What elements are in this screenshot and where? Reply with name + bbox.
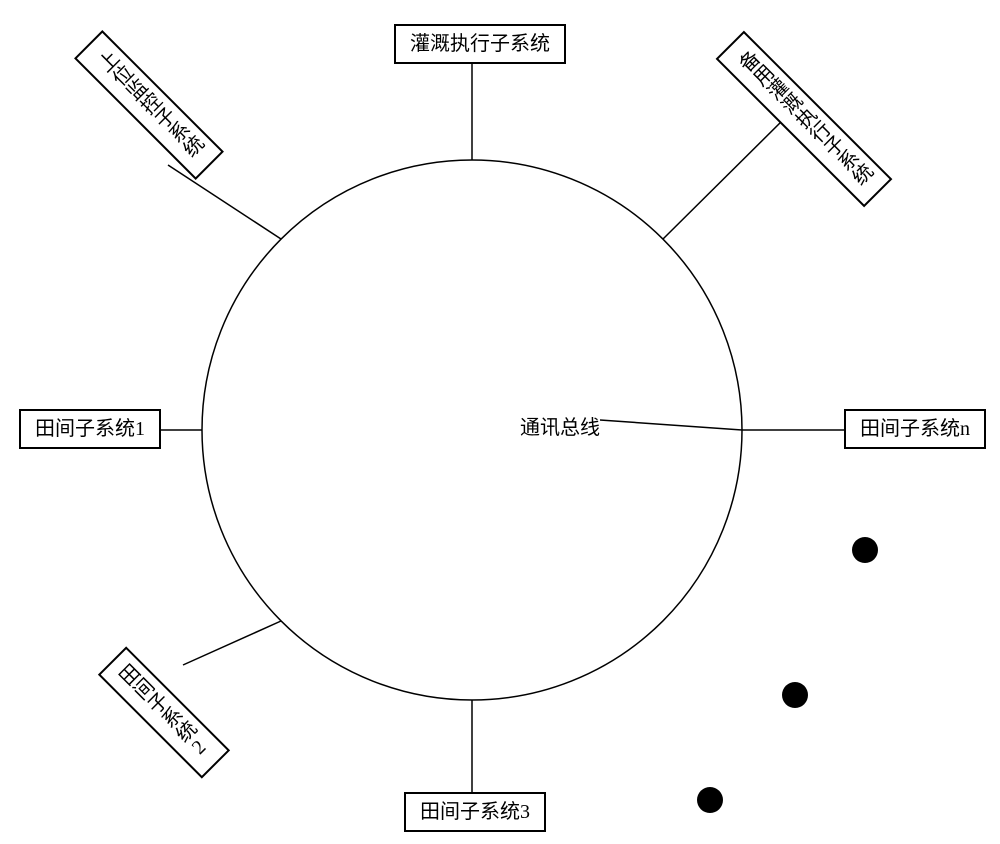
ellipsis-dot-2 [697, 787, 723, 813]
node-left: 田间子系统1 [20, 410, 160, 448]
node-label-right: 田间子系统n [860, 417, 970, 440]
node-right: 田间子系统n [845, 410, 985, 448]
node-label-top: 灌溉执行子系统 [410, 32, 550, 55]
diagram-canvas: 通讯总线灌溉执行子系统备用灌溉执行子系统田间子系统n田间子系统3田间子系统2田间… [0, 0, 1000, 844]
node-top: 灌溉执行子系统 [395, 25, 565, 63]
node-label-bottom: 田间子系统3 [420, 800, 530, 823]
ellipsis-dot-0 [852, 537, 878, 563]
node-bottom: 田间子系统3 [405, 793, 545, 831]
node-label-left: 田间子系统1 [35, 417, 145, 440]
center-label: 通讯总线 [520, 416, 600, 439]
ellipsis-dot-1 [782, 682, 808, 708]
